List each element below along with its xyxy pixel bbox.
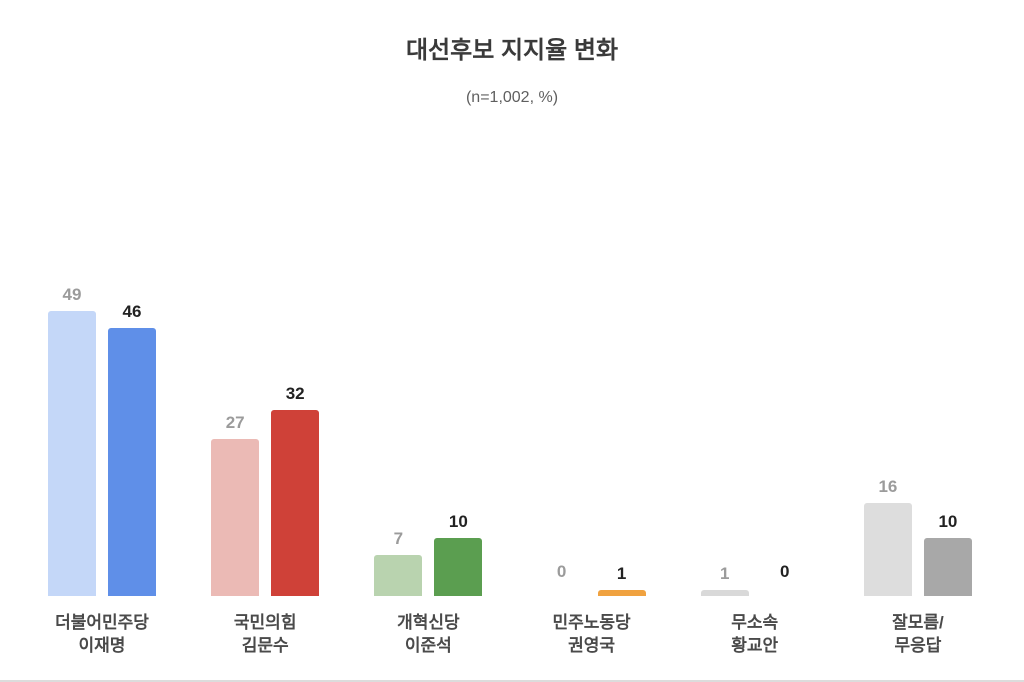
- bar-curr: [923, 538, 972, 596]
- bar-column-prev: 27: [211, 413, 260, 596]
- bar-curr: [597, 590, 646, 596]
- bar-pair: 7 10: [374, 512, 483, 596]
- bar-curr: [434, 538, 483, 596]
- bar-group: 1 0 무소속 황교안: [700, 563, 809, 658]
- category-party: 민주노동당: [552, 613, 631, 632]
- category-party: 더불어민주당: [55, 613, 149, 632]
- category-label: 잘모름/무응답: [892, 612, 944, 658]
- bar-prev: [48, 311, 96, 596]
- category-candidate: 이재명: [78, 635, 126, 655]
- bar-group: 16 10 잘모름/무응답: [863, 477, 972, 658]
- category-candidate: 이준석: [404, 635, 452, 655]
- bar-pair: 49 46: [48, 286, 156, 596]
- bar-column-prev: 7: [374, 529, 423, 596]
- bar-value-curr: 10: [448, 512, 468, 531]
- bar-value-curr: 32: [285, 384, 305, 403]
- category-candidate: 황교안: [731, 635, 779, 655]
- category-party: 국민의힘: [233, 613, 297, 632]
- category-party: 잘모름/: [892, 613, 944, 632]
- chart-subtitle: (n=1,002, %): [465, 89, 559, 106]
- bar-curr: [108, 328, 156, 596]
- bar-value-prev: 1: [720, 564, 730, 583]
- category-party: 개혁신당: [397, 613, 460, 632]
- bar-curr: [271, 410, 320, 596]
- bar-pair: 16 10: [863, 477, 972, 596]
- chart-title: 대선후보 지지율 변화: [405, 37, 619, 64]
- bar-column-curr: 10: [434, 512, 483, 596]
- bar-prev: [374, 555, 423, 596]
- bar-column-prev: 16: [863, 477, 912, 596]
- bar-value-prev: 7: [393, 529, 404, 548]
- bar-value-curr: 46: [122, 302, 142, 321]
- bar-value-curr: 10: [938, 512, 958, 531]
- bar-column-curr: 1: [597, 564, 646, 596]
- category-candidate: 김문수: [241, 635, 289, 655]
- bar-value-curr: 0: [780, 562, 790, 581]
- bar-value-prev: 16: [878, 477, 898, 496]
- bar-column-curr: 0: [761, 563, 809, 596]
- bar-value-prev: 49: [62, 285, 82, 304]
- bar-prev: [863, 503, 912, 596]
- bar-prev: [211, 439, 260, 596]
- bar-prev: [700, 590, 749, 596]
- bar-column-prev: 1: [700, 564, 749, 596]
- bar-value-curr: 1: [616, 564, 627, 583]
- bar-column-curr: 46: [108, 303, 156, 596]
- bar-pair: 27 32: [211, 384, 320, 596]
- category-candidate: 무응답: [894, 635, 942, 655]
- bar-column-prev: 49: [48, 286, 96, 596]
- bar-value-prev: 27: [225, 413, 245, 432]
- plot-area: 49 46 더불어민주당 이재명 27 32 국민의힘 김문수 7 10 개혁신당 이준석 0 1 민주노동…: [48, 286, 972, 658]
- bar-column-prev: 0: [538, 563, 586, 596]
- bar-column-curr: 10: [923, 512, 972, 596]
- category-party: 무소속: [731, 613, 779, 632]
- bar-group: 0 1 민주노동당 권영국: [538, 563, 646, 658]
- bar-value-prev: 0: [556, 562, 567, 581]
- bar-column-curr: 32: [271, 384, 320, 596]
- category-candidate: 권영국: [568, 635, 616, 655]
